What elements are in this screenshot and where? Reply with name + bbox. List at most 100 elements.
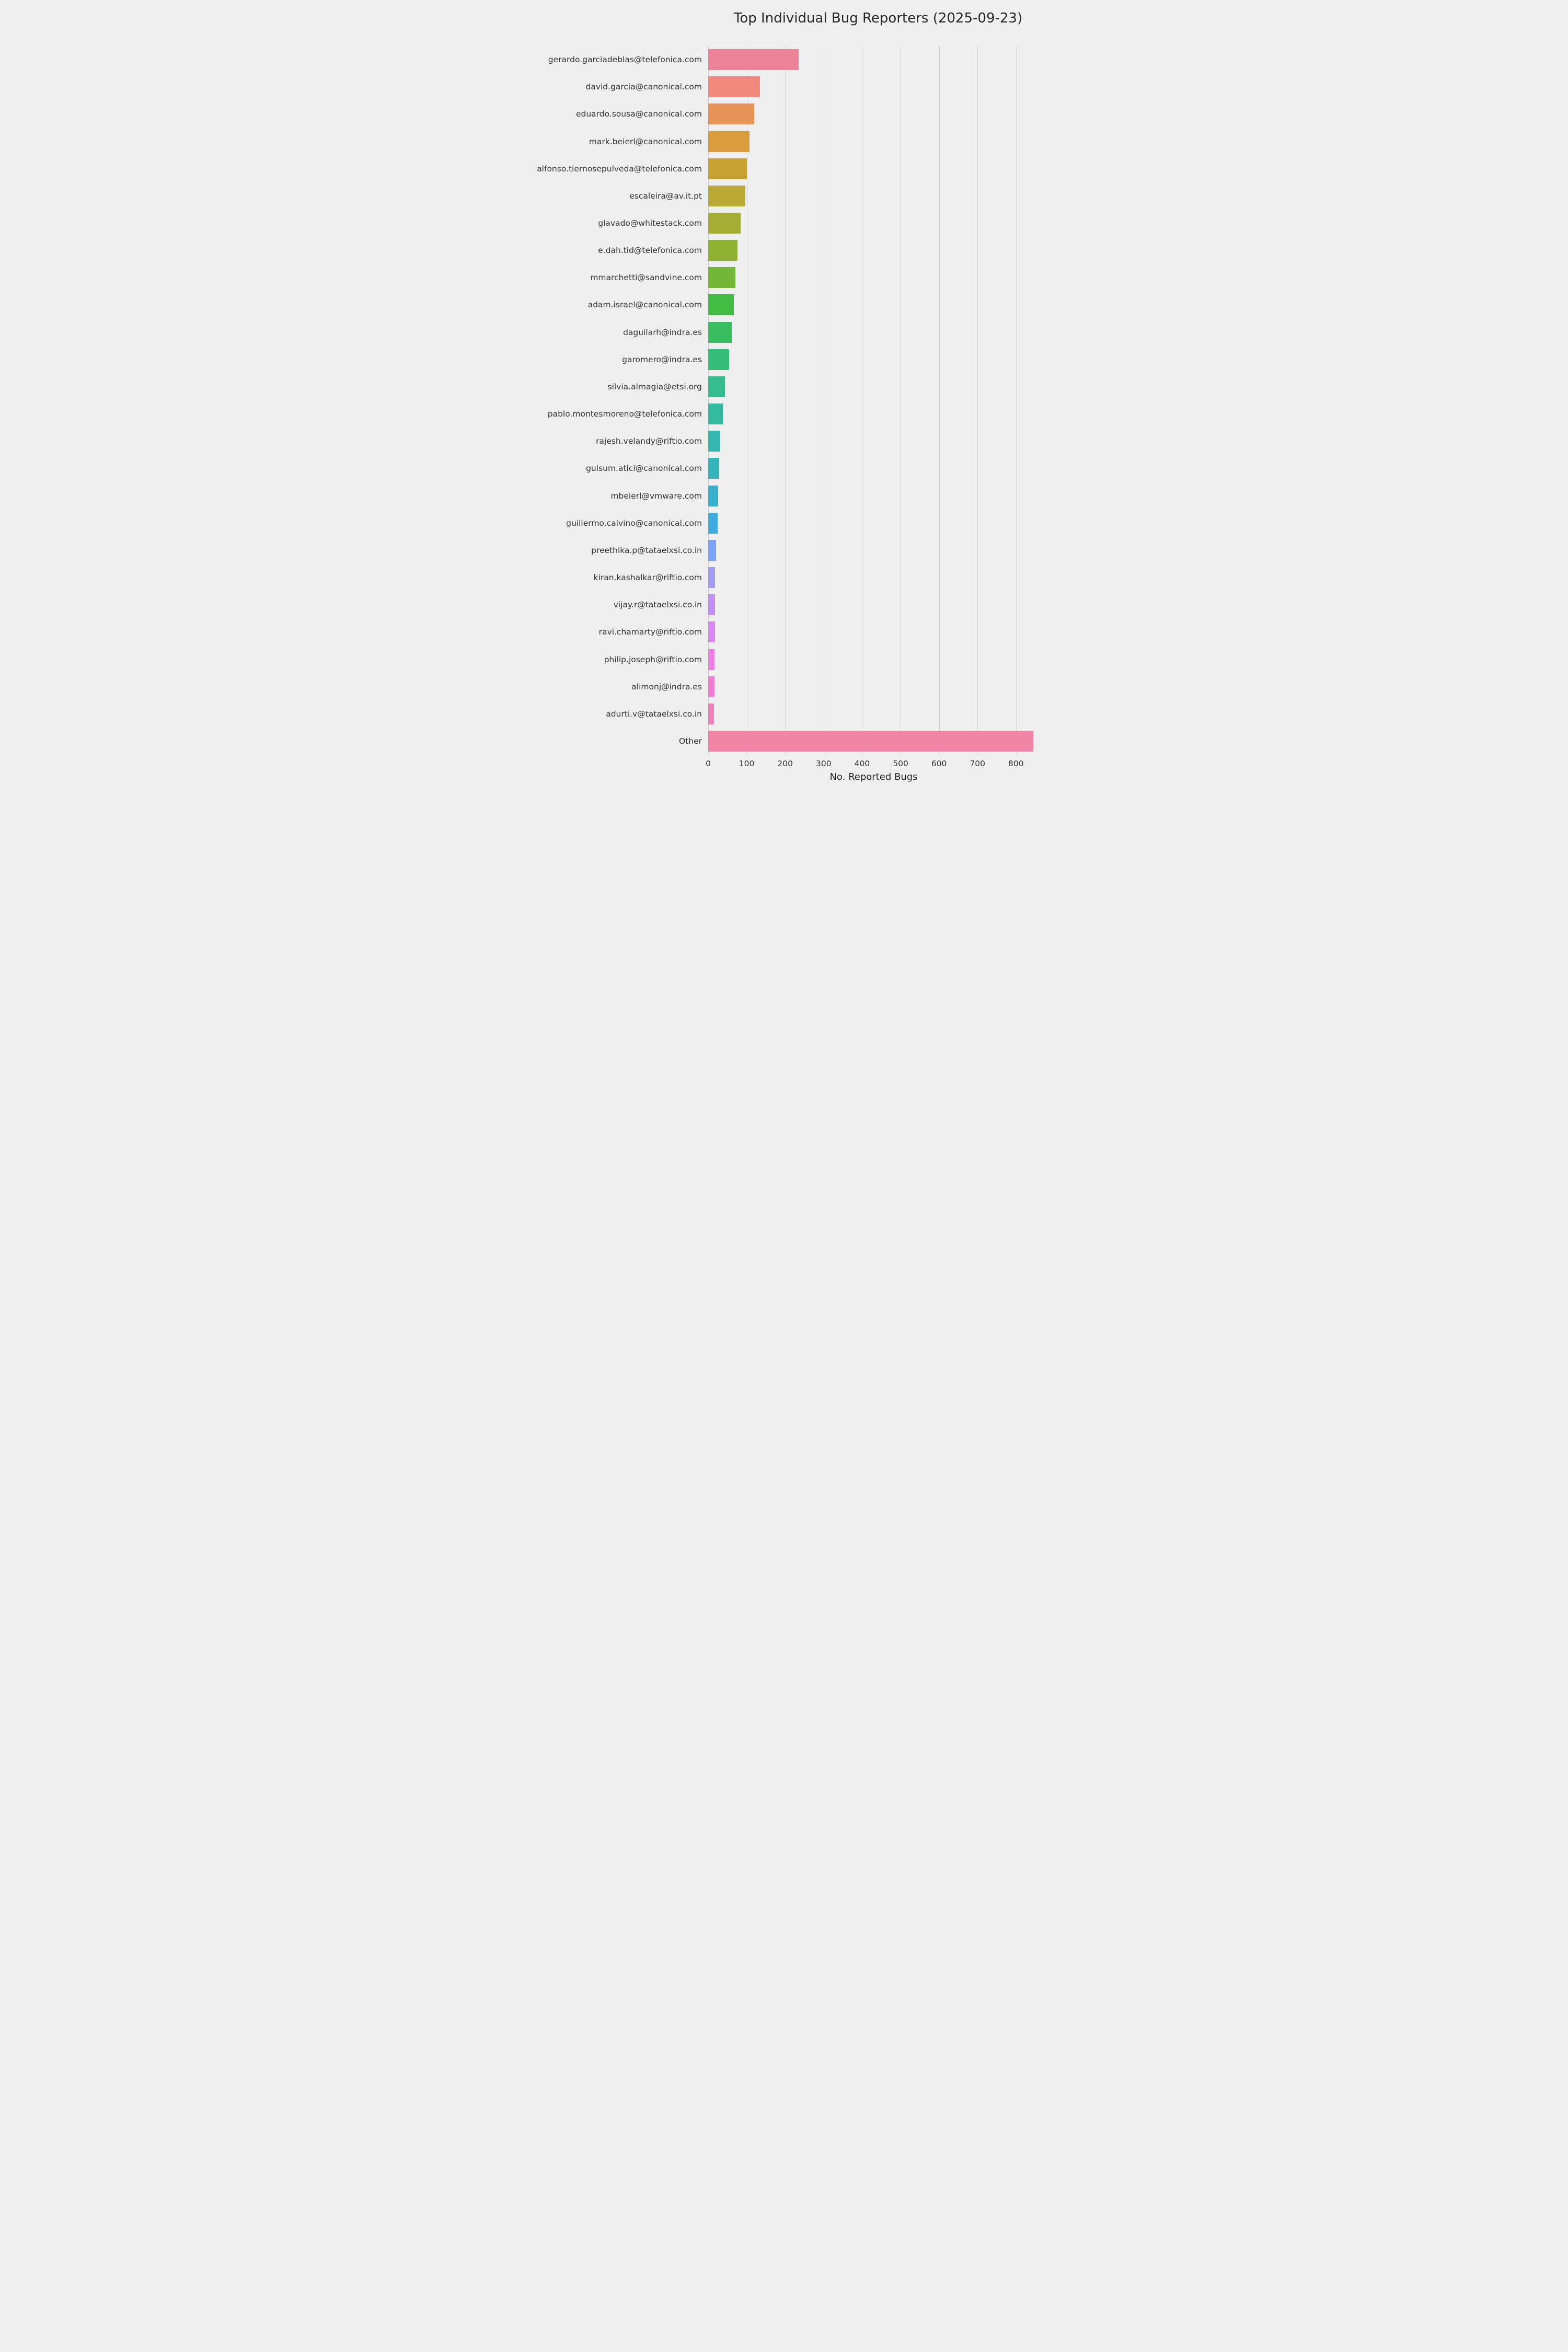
bar (708, 294, 734, 316)
bar-track (708, 346, 1039, 373)
bar-track (708, 319, 1039, 346)
x-tick-label: 400 (854, 759, 870, 768)
bar (708, 349, 730, 370)
bar-track (708, 155, 1039, 182)
bar-track (708, 728, 1039, 755)
bar (708, 76, 760, 98)
bar-track (708, 673, 1039, 700)
category-label: guillermo.calvino@canonical.com (566, 518, 702, 528)
gridlines (708, 46, 1039, 755)
bar-track (708, 482, 1039, 510)
category-label: adam.israel@canonical.com (587, 300, 702, 310)
bar-track (708, 182, 1039, 210)
bar-row: escaleira@av.it.pt (523, 182, 1039, 210)
bar (708, 240, 737, 261)
category-label: alfonso.tiernosepulveda@telefonica.com (537, 164, 702, 174)
bar-track (708, 510, 1039, 537)
bar-track (708, 700, 1039, 728)
bar-row: eduardo.sousa@canonical.com (523, 100, 1039, 128)
bar-row: adam.israel@canonical.com (523, 291, 1039, 318)
chart-title: Top Individual Bug Reporters (2025-09-23… (733, 10, 1023, 26)
bar (708, 485, 719, 506)
bar (708, 567, 716, 589)
x-tick-label: 0 (706, 759, 711, 768)
category-label: e.dah.tid@telefonica.com (598, 246, 702, 256)
bar-row: glavado@whitestack.com (523, 210, 1039, 237)
category-label: kiran.kashalkar@riftio.com (593, 573, 702, 583)
bar (708, 321, 732, 343)
figure: Top Individual Bug Reporters (2025-09-23… (523, 0, 1045, 784)
gridline (1016, 46, 1017, 755)
bar-row: daguilarh@indra.es (523, 319, 1039, 346)
bar (708, 376, 725, 397)
bar-track (708, 210, 1039, 237)
bar-track (708, 564, 1039, 591)
bar-row: rajesh.velandy@riftio.com (523, 428, 1039, 455)
bar-track (708, 73, 1039, 100)
bar (708, 131, 750, 152)
category-label: mark.beierl@canonical.com (589, 136, 702, 146)
bar-row: adurti.v@tataelxsi.co.in (523, 700, 1039, 728)
category-label: escaleira@av.it.pt (629, 191, 702, 201)
bar-track (708, 428, 1039, 455)
category-label: mmarchetti@sandvine.com (590, 273, 702, 283)
bar-row: philip.joseph@riftio.com (523, 645, 1039, 673)
bar-track (708, 537, 1039, 564)
x-tick-label: 500 (893, 759, 908, 768)
bar (708, 185, 745, 206)
bar (708, 730, 1033, 752)
x-axis-ticks: 0 100 200 300 400 500 600 700 800 (706, 759, 1039, 770)
bar-track (708, 46, 1039, 73)
bar-row: pablo.montesmoreno@telefonica.com (523, 400, 1039, 428)
category-label: david.garcia@canonical.com (585, 82, 702, 92)
category-label: rajesh.velandy@riftio.com (596, 436, 702, 446)
bar (708, 621, 715, 643)
x-tick-label: 700 (970, 759, 986, 768)
bar-row: ravi.chamarty@riftio.com (523, 618, 1039, 645)
bar-row: mark.beierl@canonical.com (523, 128, 1039, 155)
category-label: garomero@indra.es (622, 354, 702, 364)
bar (708, 103, 755, 125)
category-label: gerardo.garciadeblas@telefonica.com (548, 55, 702, 65)
bar (708, 512, 718, 534)
bar-track (708, 618, 1039, 645)
bar-row: david.garcia@canonical.com (523, 73, 1039, 100)
bar-row: e.dah.tid@telefonica.com (523, 237, 1039, 264)
bar (708, 431, 720, 452)
bar-row: silvia.almagia@etsi.org (523, 373, 1039, 400)
gridline (708, 46, 709, 755)
bar (708, 594, 715, 616)
bar (708, 213, 741, 234)
bar-row: garomero@indra.es (523, 346, 1039, 373)
bar-row: gulsum.atici@canonical.com (523, 455, 1039, 482)
bar (708, 539, 717, 561)
bar (708, 49, 799, 71)
category-label: pablo.montesmoreno@telefonica.com (547, 409, 702, 419)
bar (708, 458, 719, 479)
gridline (785, 46, 786, 755)
category-label: preethika.p@tataelxsi.co.in (591, 545, 702, 555)
category-label: philip.joseph@riftio.com (604, 654, 702, 664)
bar (708, 676, 714, 697)
x-tick-label: 200 (777, 759, 793, 768)
category-label: mbeierl@vmware.com (610, 491, 702, 501)
bar-track (708, 373, 1039, 400)
bar (708, 703, 714, 724)
bar-track (708, 291, 1039, 318)
bar-track (708, 100, 1039, 128)
category-label: silvia.almagia@etsi.org (607, 382, 702, 391)
bar (708, 649, 714, 670)
x-tick-label: 300 (816, 759, 832, 768)
bar-track (708, 400, 1039, 428)
bar (708, 267, 736, 289)
category-label: ravi.chamarty@riftio.com (598, 627, 702, 637)
x-tick-label: 100 (739, 759, 755, 768)
bar-row: mbeierl@vmware.com (523, 482, 1039, 510)
bar-row: kiran.kashalkar@riftio.com (523, 564, 1039, 591)
bar-row: mmarchetti@sandvine.com (523, 264, 1039, 291)
bar-row: vijay.r@tataelxsi.co.in (523, 591, 1039, 618)
bar-row: alfonso.tiernosepulveda@telefonica.com (523, 155, 1039, 182)
bar-track (708, 455, 1039, 482)
category-label: adurti.v@tataelxsi.co.in (606, 709, 702, 719)
bar-row: gerardo.garciadeblas@telefonica.com (523, 46, 1039, 73)
